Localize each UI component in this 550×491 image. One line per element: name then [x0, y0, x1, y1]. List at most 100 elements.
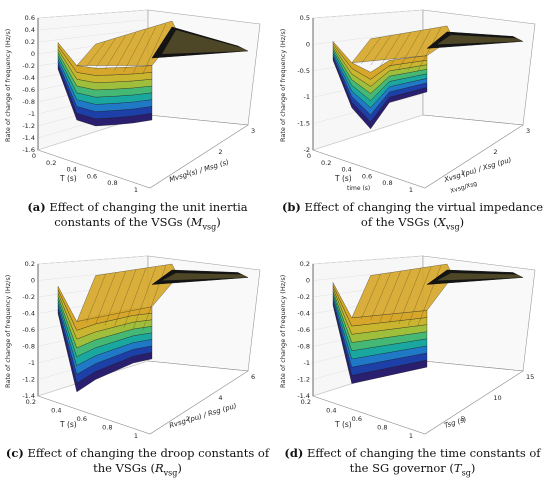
surface-meshline	[370, 35, 391, 66]
z-gridline	[312, 114, 424, 151]
x-tick-label: 0.8	[377, 424, 387, 432]
surface-meshline	[114, 269, 136, 327]
caption-text: Effect of changing the time constants of…	[307, 446, 541, 475]
x-axis-label: T (s)	[334, 174, 352, 183]
surface-meshline	[389, 32, 411, 68]
caption-tag: (b)	[281, 200, 301, 214]
surface-meshline	[123, 268, 146, 328]
surface-meshline	[142, 23, 167, 75]
y-tick-label: 2	[493, 148, 497, 156]
z-axis-label: Rate of change of frequency (Hz/s)	[279, 29, 287, 142]
caption-a: (a) Effect of changing the unit inertia …	[4, 200, 271, 242]
caption-close: )	[177, 461, 182, 475]
z-tick-label: -1.2	[22, 376, 35, 384]
z-axis-label: Rate of change of frequency (Hz/s)	[4, 275, 12, 388]
x-axis-label-secondary: time (s)	[347, 185, 370, 192]
y-tick-label: 2	[218, 148, 222, 156]
z-gridline	[312, 255, 424, 265]
x-axis-label: T (s)	[334, 420, 352, 429]
z-tick-label: 0.2	[25, 260, 35, 268]
panel-b: 0.5 0 -0.5 -1 -1.5 -2 0 0.2 0.4 0.6 0.8 1 1 2 3 T (s) ti…	[275, 0, 550, 245]
surface-meshline	[408, 29, 432, 71]
y-tick-label: 3	[251, 127, 255, 135]
y-tick-label: 3	[526, 127, 530, 135]
caption-subscript: sg	[461, 468, 471, 478]
z-axis-label: Rate of change of frequency (Hz/s)	[279, 275, 287, 388]
surface-meshline	[133, 266, 157, 330]
x-tick-label: 0.4	[51, 407, 61, 415]
x-tick-label: 0	[32, 152, 36, 160]
x-tick-label: 0.2	[321, 159, 331, 167]
surface-meshline	[417, 27, 442, 72]
surface-meshline	[142, 265, 167, 331]
surface-meshline	[133, 26, 157, 74]
surface-sheet	[76, 20, 179, 66]
surface-meshline	[123, 29, 146, 72]
z-tick-label: 0	[306, 277, 310, 285]
surface-plateau	[426, 31, 524, 49]
z-tick-label: -0.2	[22, 62, 35, 70]
x-tick-label: 0.8	[107, 179, 117, 187]
z-tick-label: -1.6	[22, 146, 35, 154]
panel-d: 0.2 0 -0.2 -0.4 -0.6 -0.8 -1 -1.2 -1.4 0.2 0.4 0.6 0…	[275, 246, 550, 491]
z-tick-label: -1.4	[22, 134, 35, 142]
surface-meshline	[95, 38, 116, 69]
x-tick-label: 0.6	[352, 415, 362, 423]
caption-symbol: T	[453, 461, 462, 475]
surface-plateau	[426, 269, 524, 285]
caption-symbol: X	[437, 215, 446, 229]
surface-plateau-sheen	[162, 273, 248, 281]
caption-close: )	[459, 215, 465, 229]
z-tick-label: 0.5	[300, 14, 310, 22]
z-tick-label: 0.2	[300, 260, 310, 268]
surface-meshline	[104, 35, 126, 70]
surface-plateau-sheen	[437, 273, 523, 281]
z-tick-label: -1	[29, 110, 35, 118]
caption-b: (b) Effect of changing the virtual imped…	[279, 200, 546, 242]
surface-meshline	[86, 274, 106, 323]
caption-subscript: vsg	[163, 468, 178, 478]
x-tick-label: 0.2	[301, 398, 311, 406]
panel-c: 0.2 0 -0.2 -0.4 -0.6 -0.8 -1 -1.2 -1.4 0.2 0.4 0.6 0…	[0, 246, 275, 491]
surface-plot-a: 0.6 0.4 0.2 0 -0.2 -0.4 -0.6 -0.8 -1 -1.2 -1.4 -1.6…	[4, 9, 261, 194]
z-tick-label: -0.6	[22, 326, 35, 334]
caption-text: Effect of changing the droop constants o…	[27, 446, 270, 475]
caption-d: (d) Effect of changing the time constant…	[279, 446, 546, 488]
y-tick-label: 10	[493, 394, 501, 402]
z-tick-label: -1.4	[22, 392, 35, 400]
z-tick-label: -1.4	[297, 392, 310, 400]
surface-meshline	[370, 272, 391, 321]
surface-plot-d: 0.20-0.2-0.4-0.6-0.8-1-1.2-1.40.20.40.60…	[279, 255, 536, 440]
x-tick-label: 0.6	[362, 172, 372, 180]
z-tick-label: -0.2	[22, 293, 35, 301]
x-tick-label: 0.2	[46, 159, 56, 167]
surface-plateau-sheen	[162, 30, 248, 54]
x-tick-label: 0.8	[382, 179, 392, 187]
panel-a: 0.6 0.4 0.2 0 -0.2 -0.4 -0.6 -0.8 -1 -1.2 -1.4 -1.6…	[0, 0, 275, 245]
surface-band	[57, 42, 153, 76]
y-axis-label-secondary: Xvsg/Xsg	[450, 180, 479, 195]
z-gridline	[312, 9, 424, 19]
y-tick-label: 1	[186, 169, 190, 177]
caption-symbol: R	[154, 461, 164, 475]
x-tick-label: 0.8	[102, 424, 112, 432]
z-tick-label: -0.8	[22, 343, 35, 351]
z-tick-label: 0	[306, 40, 310, 48]
caption-tag: (d)	[284, 446, 304, 460]
caption-text: Effect of changing the unit inertia cons…	[49, 200, 248, 229]
z-tick-label: -0.5	[297, 67, 310, 75]
surface-meshline	[417, 265, 442, 327]
surface-band	[332, 40, 428, 80]
z-gridline	[37, 9, 149, 19]
surface-meshline	[398, 30, 421, 70]
x-tick-label: 0.6	[77, 415, 87, 423]
x-axis-label: T (s)	[59, 174, 77, 183]
surface-meshline	[86, 41, 106, 67]
surface-plateau	[151, 26, 249, 59]
surface-meshline	[114, 32, 136, 71]
surface-meshline	[398, 268, 421, 325]
z-tick-label: -1.2	[297, 376, 310, 384]
z-tick-label: -0.4	[297, 310, 310, 318]
surface-meshline	[361, 274, 381, 320]
